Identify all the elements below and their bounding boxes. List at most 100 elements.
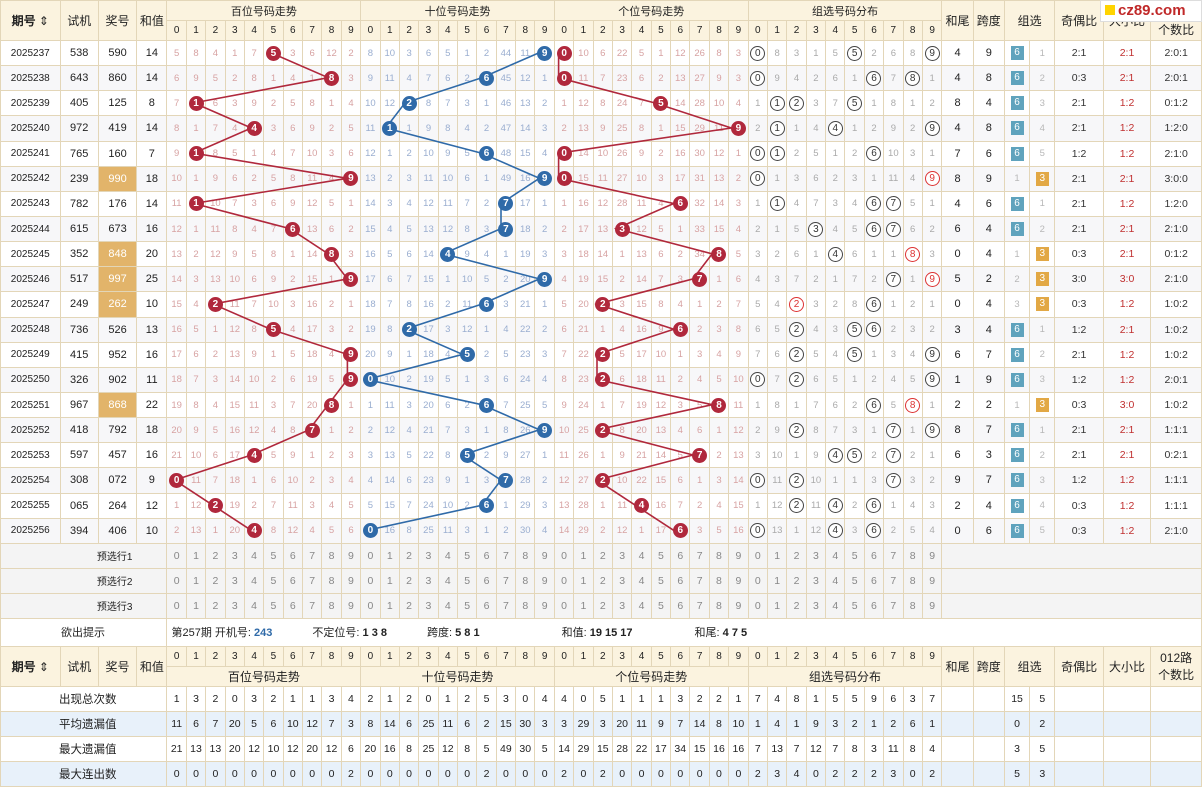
preselect-digit[interactable]: 2 xyxy=(786,542,807,569)
preselect-digit[interactable]: 9 xyxy=(728,592,749,619)
preselect-digit[interactable]: 9 xyxy=(340,542,362,569)
preselect-digit[interactable]: 6 xyxy=(670,592,691,619)
preselect-digit[interactable]: 9 xyxy=(728,542,749,569)
preselect-digit[interactable]: 3 xyxy=(805,567,827,594)
preselect-digit[interactable]: 6 xyxy=(670,567,691,594)
preselect-digit[interactable]: 6 xyxy=(863,542,885,569)
preselect-digit[interactable]: 0 xyxy=(747,567,769,594)
preselect-digit[interactable]: 7 xyxy=(301,592,323,619)
preselect-digit[interactable]: 5 xyxy=(263,542,284,569)
preselect-digit[interactable]: 7 xyxy=(689,542,710,569)
preselect-digit[interactable]: 6 xyxy=(282,542,304,569)
preselect-row[interactable]: 预选行2 0 1 2 3 4 5 6 7 8 9 0 1 2 3 4 5 6 7 8 9 0 1 2 3 4 5 6 7 8 9 0 1 2 3 4 5… xyxy=(0,567,1202,594)
site-logo[interactable]: cz89.com xyxy=(1100,0,1202,22)
preselect-digit[interactable]: 4 xyxy=(631,567,652,594)
preselect-digit[interactable]: 2 xyxy=(786,592,807,619)
preselect-digit[interactable]: 9 xyxy=(921,567,943,594)
preselect-digit[interactable]: 1 xyxy=(766,592,788,619)
preselect-digit[interactable]: 5 xyxy=(263,592,284,619)
preselect-digit[interactable]: 9 xyxy=(340,592,362,619)
preselect-row[interactable]: 预选行3 0 1 2 3 4 5 6 7 8 9 0 1 2 3 4 5 6 7 8 9 0 1 2 3 4 5 6 7 8 9 0 1 2 3 4 5… xyxy=(0,592,1202,619)
preselect-digit[interactable]: 8 xyxy=(902,542,923,569)
preselect-digit[interactable]: 7 xyxy=(495,542,517,569)
preselect-digit[interactable]: 3 xyxy=(611,542,633,569)
preselect-digit[interactable]: 7 xyxy=(301,542,323,569)
preselect-digit[interactable]: 1 xyxy=(185,592,207,619)
preselect-digit[interactable]: 3 xyxy=(418,592,439,619)
preselect-digit[interactable]: 6 xyxy=(282,567,304,594)
preselect-digit[interactable]: 9 xyxy=(534,567,555,594)
preselect-digit[interactable]: 3 xyxy=(224,567,245,594)
preselect-digit[interactable]: 2 xyxy=(205,592,226,619)
preselect-digit[interactable]: 9 xyxy=(921,592,943,619)
preselect-digit[interactable]: 4 xyxy=(243,567,265,594)
preselect-digit[interactable]: 5 xyxy=(844,542,865,569)
preselect-digit[interactable]: 0 xyxy=(166,592,187,619)
preselect-digit[interactable]: 7 xyxy=(883,567,904,594)
preselect-digit[interactable]: 3 xyxy=(224,592,245,619)
preselect-digit[interactable]: 0 xyxy=(553,592,575,619)
preselect-digit[interactable]: 8 xyxy=(515,592,536,619)
preselect-digit[interactable]: 2 xyxy=(398,542,420,569)
preselect-digit[interactable]: 5 xyxy=(650,542,672,569)
preselect-digit[interactable]: 8 xyxy=(515,567,536,594)
preselect-digit[interactable]: 4 xyxy=(825,542,846,569)
preselect-digit[interactable]: 8 xyxy=(708,567,730,594)
preselect-digit[interactable]: 7 xyxy=(689,592,710,619)
preselect-digit[interactable]: 3 xyxy=(418,567,439,594)
preselect-digit[interactable]: 9 xyxy=(728,567,749,594)
preselect-digit[interactable]: 0 xyxy=(166,567,187,594)
preselect-digit[interactable]: 1 xyxy=(379,592,400,619)
preselect-row[interactable]: 预选行1 0 1 2 3 4 5 6 7 8 9 0 1 2 3 4 5 6 7 8 9 0 1 2 3 4 5 6 7 8 9 0 1 2 3 4 5… xyxy=(0,542,1202,569)
preselect-digit[interactable]: 5 xyxy=(263,567,284,594)
period-header-bottom[interactable]: 期号 ⇕ xyxy=(0,645,61,687)
period-header[interactable]: 期号 ⇕ xyxy=(0,0,61,41)
preselect-digit[interactable]: 7 xyxy=(495,567,517,594)
preselect-digit[interactable]: 8 xyxy=(708,592,730,619)
preselect-digit[interactable]: 0 xyxy=(166,542,187,569)
preselect-digit[interactable]: 6 xyxy=(670,542,691,569)
preselect-digit[interactable]: 1 xyxy=(185,567,207,594)
preselect-digit[interactable]: 1 xyxy=(379,542,400,569)
preselect-digit[interactable]: 5 xyxy=(650,567,672,594)
preselect-digit[interactable]: 3 xyxy=(805,592,827,619)
preselect-digit[interactable]: 4 xyxy=(631,542,652,569)
preselect-digit[interactable]: 6 xyxy=(282,592,304,619)
preselect-digit[interactable]: 4 xyxy=(631,592,652,619)
preselect-digit[interactable]: 2 xyxy=(205,542,226,569)
preselect-digit[interactable]: 7 xyxy=(883,592,904,619)
preselect-digit[interactable]: 2 xyxy=(592,542,614,569)
preselect-digit[interactable]: 7 xyxy=(689,567,710,594)
preselect-digit[interactable]: 7 xyxy=(495,592,517,619)
preselect-digit[interactable]: 3 xyxy=(224,542,245,569)
preselect-digit[interactable]: 8 xyxy=(708,542,730,569)
preselect-digit[interactable]: 0 xyxy=(360,592,381,619)
preselect-digit[interactable]: 8 xyxy=(321,542,342,569)
preselect-digit[interactable]: 2 xyxy=(205,567,226,594)
preselect-digit[interactable]: 0 xyxy=(553,567,575,594)
preselect-digit[interactable]: 2 xyxy=(786,567,807,594)
preselect-digit[interactable]: 4 xyxy=(825,592,846,619)
preselect-digit[interactable]: 9 xyxy=(534,542,555,569)
preselect-digit[interactable]: 4 xyxy=(437,592,459,619)
preselect-digit[interactable]: 1 xyxy=(573,567,594,594)
preselect-digit[interactable]: 7 xyxy=(883,542,904,569)
preselect-digit[interactable]: 2 xyxy=(592,592,614,619)
preselect-digit[interactable]: 7 xyxy=(301,567,323,594)
preselect-digit[interactable]: 2 xyxy=(592,567,614,594)
preselect-digit[interactable]: 0 xyxy=(553,542,575,569)
preselect-digit[interactable]: 9 xyxy=(534,592,555,619)
preselect-digit[interactable]: 5 xyxy=(844,567,865,594)
preselect-digit[interactable]: 1 xyxy=(379,567,400,594)
preselect-digit[interactable]: 4 xyxy=(243,542,265,569)
preselect-digit[interactable]: 4 xyxy=(243,592,265,619)
preselect-digit[interactable]: 0 xyxy=(360,542,381,569)
preselect-digit[interactable]: 0 xyxy=(360,567,381,594)
preselect-digit[interactable]: 3 xyxy=(418,542,439,569)
preselect-digit[interactable]: 1 xyxy=(185,542,207,569)
preselect-digit[interactable]: 8 xyxy=(902,567,923,594)
preselect-digit[interactable]: 6 xyxy=(476,542,497,569)
preselect-digit[interactable]: 6 xyxy=(476,567,497,594)
preselect-digit[interactable]: 6 xyxy=(476,592,497,619)
preselect-digit[interactable]: 6 xyxy=(863,592,885,619)
